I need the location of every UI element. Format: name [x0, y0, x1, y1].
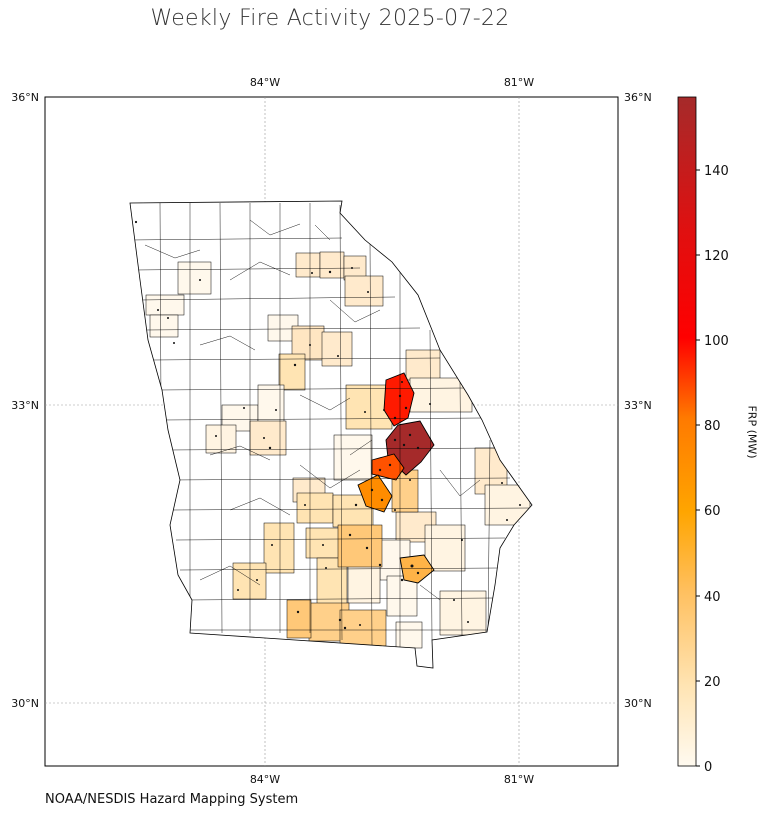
state-outline	[129, 200, 533, 669]
lat-label-30-left: 30°N	[11, 697, 39, 710]
map-title: Weekly Fire Activity 2025-07-22	[150, 6, 510, 31]
cb-tick-100: 100	[704, 334, 729, 349]
hotspot-county-southcentral	[399, 554, 435, 584]
lat-label-36-right: 36°N	[624, 91, 652, 104]
lon-label-84-bottom: 84°W	[250, 773, 280, 786]
cb-tick-80: 80	[704, 419, 721, 434]
lon-label-81-top: 81°W	[504, 76, 534, 89]
colorbar	[677, 96, 697, 767]
cb-tick-140: 140	[704, 164, 729, 179]
axis-labels: 36°N 33°N 30°N 36°N 33°N 30°N 84°W 81°W …	[11, 76, 651, 786]
colorbar-ticks: 0 20 40 60 80 100 120 140	[696, 164, 729, 775]
lat-label-33-left: 33°N	[11, 399, 39, 412]
cb-tick-20: 20	[704, 675, 721, 690]
lat-label-30-right: 30°N	[624, 697, 652, 710]
fire-detections	[134, 220, 521, 630]
hotspot-county-central	[357, 474, 393, 513]
lat-label-33-right: 33°N	[624, 399, 652, 412]
data-credit: NOAA/NESDIS Hazard Mapping System	[45, 792, 299, 807]
georgia-counties	[130, 201, 532, 668]
lon-label-84-top: 84°W	[250, 76, 280, 89]
cb-tick-60: 60	[704, 504, 721, 519]
cb-tick-40: 40	[704, 590, 721, 605]
lat-label-36-left: 36°N	[11, 91, 39, 104]
lon-label-81-bottom: 81°W	[504, 773, 534, 786]
cb-tick-0: 0	[704, 760, 712, 775]
gridlines	[45, 97, 618, 766]
cb-tick-120: 120	[704, 249, 729, 264]
colorbar-label: FRP (MW)	[745, 405, 759, 459]
